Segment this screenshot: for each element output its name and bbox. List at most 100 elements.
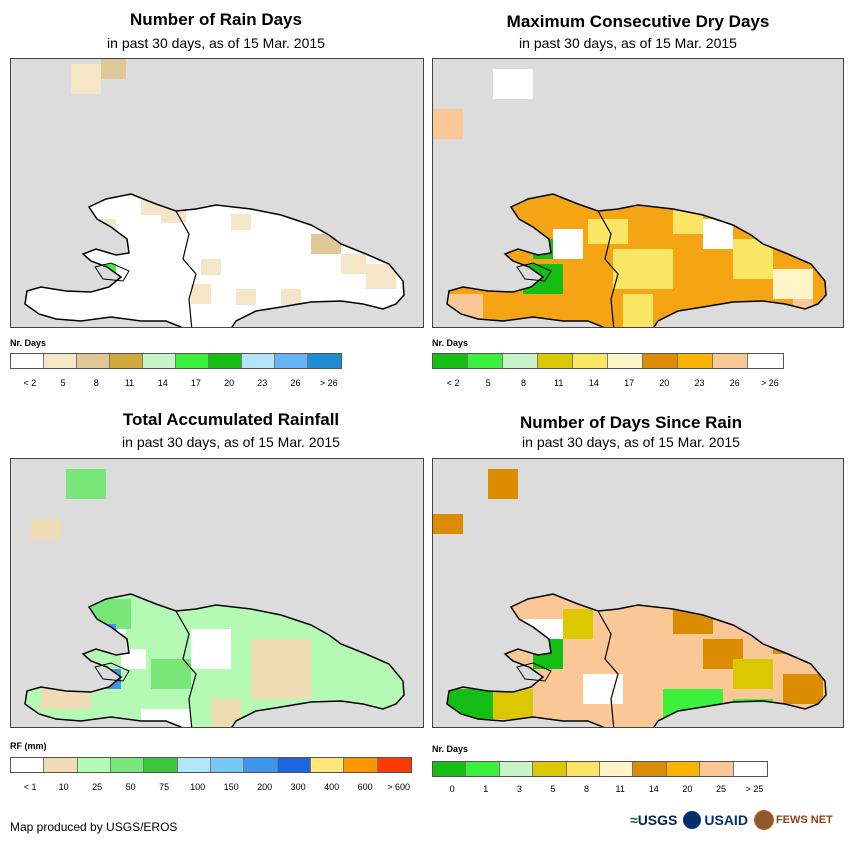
legend-label: 23 bbox=[694, 378, 705, 388]
legend-swatch bbox=[503, 354, 538, 368]
legend-swatch bbox=[176, 354, 209, 368]
map-cell bbox=[251, 639, 311, 699]
credit-text: Map produced by USGS/EROS bbox=[10, 820, 178, 834]
legend-swatch bbox=[599, 762, 634, 776]
map-cell bbox=[141, 709, 191, 727]
country-border bbox=[175, 610, 197, 727]
map-cells bbox=[447, 594, 826, 727]
legend-swatch bbox=[377, 758, 411, 772]
map-cell bbox=[563, 609, 593, 639]
legend-color-bar bbox=[432, 761, 768, 777]
legend-swatch bbox=[143, 354, 176, 368]
legend-label: 1 bbox=[483, 784, 489, 794]
legend-label: 17 bbox=[624, 378, 635, 388]
country-border bbox=[597, 210, 619, 327]
legend-label: 10 bbox=[58, 782, 69, 792]
legend-swatch bbox=[110, 758, 145, 772]
legend-swatch bbox=[533, 762, 567, 776]
legend-swatch bbox=[344, 758, 378, 772]
legend-label: 20 bbox=[224, 378, 235, 388]
max-dry-days-map bbox=[432, 58, 844, 328]
legend-swatch bbox=[499, 762, 534, 776]
gonave-island bbox=[516, 262, 552, 282]
legend-swatch bbox=[666, 762, 701, 776]
legend-title: Nr. Days bbox=[432, 338, 469, 348]
legend-color-bar bbox=[432, 353, 784, 369]
map-cells bbox=[25, 194, 404, 327]
legend-swatch bbox=[77, 354, 110, 368]
legend-label: 26 bbox=[290, 378, 301, 388]
legend-labels: 0 1 3 5 8 11 14 20 25 > 25 bbox=[432, 784, 768, 796]
usgs-logo: ≈ USGS bbox=[630, 812, 677, 828]
legend-label: < 1 bbox=[23, 782, 37, 792]
legend-label: > 26 bbox=[761, 378, 779, 388]
legend-labels: < 2 5 8 11 14 17 20 23 26 > 26 bbox=[432, 378, 784, 390]
coastline bbox=[24, 593, 405, 727]
legend-label: 23 bbox=[257, 378, 268, 388]
legend-label: 300 bbox=[290, 782, 306, 792]
legend-swatch bbox=[748, 354, 783, 368]
legend-label: 14 bbox=[157, 378, 168, 388]
map-cell bbox=[236, 289, 256, 305]
coastline bbox=[446, 593, 827, 727]
map-cell bbox=[321, 609, 361, 634]
map-graphic bbox=[24, 59, 405, 327]
coastline bbox=[446, 193, 827, 327]
panel-subtitle: in past 30 days, as of 15 Mar. 2015 bbox=[107, 35, 325, 51]
legend-label: 5 bbox=[485, 378, 491, 388]
legend-swatch bbox=[713, 354, 748, 368]
legend-swatch bbox=[44, 354, 77, 368]
legend-swatch bbox=[643, 354, 678, 368]
map-cell bbox=[41, 679, 91, 709]
usgs-wave-icon: ≈ bbox=[630, 812, 638, 828]
logo-strip: ≈ USGS USAID FEWS NET bbox=[630, 807, 833, 833]
panel-title: Maximum Consecutive Dry Days bbox=[506, 12, 770, 31]
panel-title: Total Accumulated Rainfall bbox=[122, 410, 340, 429]
legend-label: 5 bbox=[550, 784, 556, 794]
gonave-island bbox=[516, 662, 552, 682]
legend-swatch bbox=[608, 354, 643, 368]
fews-logo-text: FEWS NET bbox=[775, 814, 833, 826]
legend-swatch bbox=[700, 762, 734, 776]
legend-label: 400 bbox=[324, 782, 340, 792]
legend-label: 200 bbox=[257, 782, 273, 792]
legend-label: 8 bbox=[93, 378, 99, 388]
map-cell bbox=[543, 154, 563, 174]
map-cell bbox=[281, 289, 301, 305]
map-cell bbox=[211, 699, 241, 727]
legend-label: 150 bbox=[223, 782, 239, 792]
legend-label: < 2 bbox=[446, 378, 460, 388]
legend-swatch bbox=[310, 758, 345, 772]
gonave-island bbox=[94, 662, 130, 682]
legend-label: 0 bbox=[449, 784, 455, 794]
legend-swatch bbox=[11, 354, 44, 368]
legend-swatch bbox=[308, 354, 341, 368]
map-cell bbox=[493, 689, 533, 719]
panel-subtitle: in past 30 days, as of 15 Mar. 2015 bbox=[122, 434, 340, 450]
map-cell bbox=[433, 514, 463, 534]
usaid-logo: USAID bbox=[683, 811, 748, 829]
usgs-logo-text: USGS bbox=[637, 812, 678, 828]
country-border bbox=[175, 210, 197, 327]
map-cell bbox=[623, 294, 653, 327]
map-graphic bbox=[433, 469, 827, 727]
fews-globe-icon bbox=[753, 810, 774, 830]
legend-swatch bbox=[633, 762, 667, 776]
legend-swatch bbox=[277, 758, 311, 772]
legend-label: 11 bbox=[554, 378, 564, 388]
legend-swatch bbox=[144, 758, 178, 772]
map-cell bbox=[231, 214, 251, 230]
legend-label: 20 bbox=[682, 784, 693, 794]
legend-swatch bbox=[242, 354, 275, 368]
map-cell bbox=[366, 264, 396, 289]
usaid-logo-text: USAID bbox=[704, 812, 748, 828]
legend-label: 26 bbox=[729, 378, 740, 388]
map-cell bbox=[191, 284, 211, 304]
legend-label: 25 bbox=[715, 784, 726, 794]
map-cell bbox=[773, 634, 803, 654]
map-cell bbox=[488, 469, 518, 499]
legend-swatch bbox=[433, 354, 468, 368]
legend-label: 8 bbox=[584, 784, 590, 794]
map-cell bbox=[733, 699, 773, 727]
